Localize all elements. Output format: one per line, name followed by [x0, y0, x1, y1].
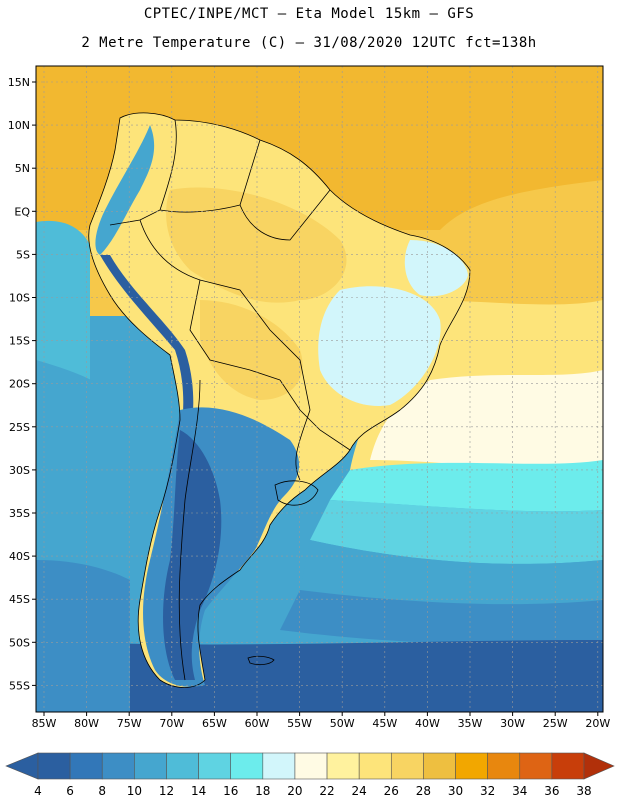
colorbar-cell: [134, 752, 167, 780]
colorbar-label: 8: [98, 784, 106, 798]
latitude-labels: 15N 10N 5N EQ 5S 10S 15S 20S 25S 30S 35S 40S 45S 50S 5…: [8, 76, 36, 692]
colorbar-label: 38: [576, 784, 591, 798]
colorbar-cell: [294, 752, 328, 780]
colorbar-cell: [487, 752, 521, 780]
colorbar-cell: [551, 752, 585, 780]
longitude-label: 20W: [585, 717, 610, 730]
colorbar-label: 4: [34, 784, 42, 798]
colorbar-cell: [326, 752, 360, 780]
latitude-label: 15S: [9, 335, 30, 348]
latitude-label: 5S: [16, 248, 30, 261]
latitude-label: 30S: [9, 464, 30, 477]
latitude-label: 15N: [8, 76, 30, 89]
latitude-label: 55S: [9, 679, 30, 692]
colorbar: 4 6 8 10 12 14 16 18 20 22 24 26 28 30 32 34 36 38: [5, 752, 615, 798]
map-title: CPTEC/INPE/MCT – Eta Model 15km – GFS: [143, 6, 475, 22]
longitude-label: 80W: [74, 717, 99, 730]
longitude-label: 85W: [32, 717, 57, 730]
longitude-label: 30W: [500, 717, 525, 730]
colorbar-cell: [423, 752, 456, 780]
latitude-label: 5N: [15, 162, 30, 175]
colorbar-label: 10: [127, 784, 142, 798]
colorbar-label: 26: [384, 784, 399, 798]
latitude-label: 25S: [9, 421, 30, 434]
colorbar-cell: [101, 752, 135, 780]
colorbar-cell: [166, 752, 199, 780]
longitude-labels: 85W 80W 75W 70W 65W 60W 55W 50W 45W 40W 35W 30W 25W 2…: [32, 712, 610, 730]
latitude-label: 45S: [9, 593, 30, 606]
longitude-label: 55W: [287, 717, 312, 730]
longitude-label: 70W: [159, 717, 184, 730]
country-borders: [88, 112, 471, 688]
colorbar-label: 16: [223, 784, 238, 798]
colorbar-label: 32: [480, 784, 495, 798]
temperature-map: 15N 10N 5N EQ 5S 10S 15S 20S 25S 30S 35S 40S 45S 50S 5…: [8, 65, 610, 730]
colorbar-cell: [37, 752, 71, 780]
colorbar-cell: [69, 752, 103, 780]
latitude-label: 40S: [9, 550, 30, 563]
latitude-label: EQ: [14, 205, 30, 218]
latitude-label: 20S: [9, 378, 30, 391]
colorbar-low-arrow: [5, 752, 39, 780]
map-subtitle: 2 Metre Temperature (C) – 31/08/2020 12U…: [81, 35, 537, 51]
latitude-label: 35S: [9, 507, 30, 520]
colorbar-label: 14: [191, 784, 206, 798]
longitude-label: 75W: [117, 717, 142, 730]
colorbar-label: 18: [255, 784, 270, 798]
longitude-label: 65W: [202, 717, 227, 730]
colorbar-cell: [455, 752, 488, 780]
longitude-label: 25W: [543, 717, 568, 730]
colorbar-cell: [358, 752, 392, 780]
latitude-label: 10S: [9, 292, 30, 305]
colorbar-label: 22: [319, 784, 334, 798]
longitude-label: 45W: [372, 717, 397, 730]
latitude-label: 50S: [9, 636, 30, 649]
colorbar-cell: [519, 752, 553, 780]
colorbar-cell: [390, 752, 424, 780]
colorbar-high-arrow: [583, 752, 615, 780]
longitude-label: 50W: [330, 717, 355, 730]
map-field: [36, 66, 603, 712]
colorbar-cell: [198, 752, 232, 780]
colorbar-label: 24: [352, 784, 367, 798]
colorbar-label: 34: [512, 784, 527, 798]
colorbar-label: 20: [287, 784, 302, 798]
colorbar-label: 28: [416, 784, 431, 798]
longitude-label: 35W: [458, 717, 483, 730]
longitude-label: 40W: [415, 717, 440, 730]
colorbar-label: 36: [544, 784, 559, 798]
colorbar-label: 12: [159, 784, 174, 798]
colorbar-cell: [262, 752, 296, 780]
latitude-label: 10N: [8, 119, 30, 132]
colorbar-label: 30: [448, 784, 463, 798]
colorbar-label: 6: [66, 784, 74, 798]
colorbar-cell: [230, 752, 264, 780]
map-frame: [35, 65, 604, 713]
longitude-label: 60W: [245, 717, 270, 730]
